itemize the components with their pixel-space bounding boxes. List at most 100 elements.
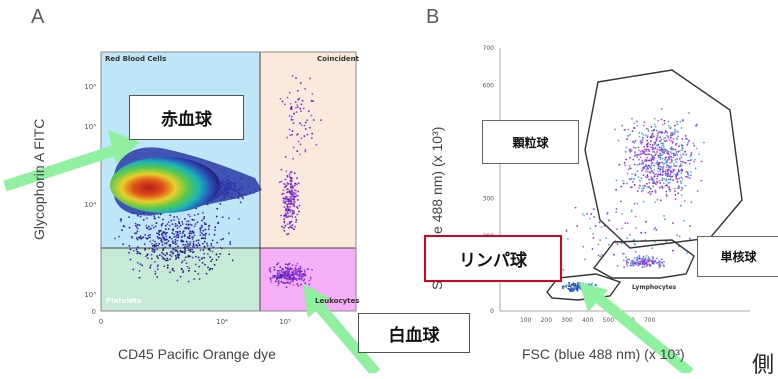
granulocyte-dot: [648, 181, 651, 184]
leukocyte-dot: [309, 278, 312, 280]
scatter-dot: [633, 238, 635, 241]
granulocyte-dot: [666, 160, 668, 163]
platelet-dot: [196, 221, 199, 224]
coincident-dot: [291, 224, 294, 227]
platelet-dot: [128, 226, 131, 229]
platelet-dot: [204, 223, 206, 226]
granulocyte-dot: [621, 124, 624, 127]
granulocyte-dot: [677, 185, 680, 188]
granulocyte-dot: [645, 163, 648, 166]
platelet-dot: [149, 267, 152, 269]
platelet-dot: [179, 230, 181, 233]
platelet-dot: [165, 252, 168, 254]
platelet-dot: [199, 231, 202, 233]
coincident-dot: [294, 216, 297, 219]
coincident-dot: [294, 200, 296, 203]
platelet-dot: [134, 222, 137, 225]
leukocyte-dot: [288, 272, 291, 274]
platelet-dot: [207, 248, 210, 251]
sparse-dot: [290, 108, 293, 111]
leukocyte-dot: [284, 272, 286, 275]
granulocyte-dot: [641, 138, 644, 141]
coincident-dot: [285, 170, 288, 173]
granulocyte-dot: [680, 172, 683, 175]
granulocyte-dot: [683, 200, 686, 202]
granulocyte-dot: [632, 181, 634, 183]
platelet-dot: [172, 242, 174, 244]
monocyte-dot: [660, 258, 663, 261]
platelet-dot: [158, 254, 161, 256]
platelet-dot: [150, 264, 152, 267]
leukocyte-dot: [298, 275, 301, 278]
platelet-dot: [202, 234, 205, 236]
sparse-dot: [297, 98, 299, 101]
coincident-dot: [289, 196, 291, 198]
granulocyte-dot: [638, 153, 641, 156]
lymphocyte-dot: [578, 287, 580, 290]
coincident-dot: [294, 184, 296, 187]
scatter-dot: [651, 247, 654, 250]
granulocyte-dot: [660, 199, 662, 202]
leukocyte-dot: [293, 276, 295, 279]
granulocyte-dot: [661, 171, 664, 174]
scatter-dot: [620, 200, 622, 203]
panel-b-x-tick: 700: [644, 317, 656, 324]
coincident-dot: [286, 223, 289, 226]
granulocyte-dot: [627, 135, 629, 137]
granulocyte-dot: [667, 178, 670, 181]
platelet-dot: [191, 256, 194, 259]
granulocyte-dot: [679, 165, 681, 168]
coincident-dot: [292, 198, 294, 201]
granulocyte-dot: [674, 128, 676, 131]
granulocyte-dot: [661, 185, 664, 188]
platelet-dot: [164, 233, 167, 236]
coincident-dot: [282, 199, 285, 202]
platelet-dot: [142, 236, 145, 239]
granulocyte-dot: [625, 158, 628, 161]
granulocyte-dot: [682, 160, 684, 163]
coincident-dot: [283, 218, 285, 221]
monocyte-dot: [659, 260, 662, 263]
platelet-dot: [143, 243, 146, 246]
granulocyte-dot: [687, 112, 690, 114]
coincident-dot: [283, 214, 286, 217]
platelet-dot: [150, 257, 153, 260]
coincident-dot: [296, 213, 299, 216]
granulocyte-dot: [651, 161, 654, 164]
coincident-dot: [286, 200, 289, 202]
coincident-dot: [289, 209, 292, 212]
platelet-dot: [171, 240, 174, 243]
granulocyte-dot: [636, 154, 639, 157]
coincident-dot: [282, 201, 285, 204]
granulocyte-dot: [647, 178, 650, 181]
granulocyte-dot: [627, 168, 630, 171]
monocyte-dot: [638, 256, 641, 258]
platelet-dot: [217, 256, 220, 258]
scatter-dot: [616, 243, 619, 246]
platelet-dot: [189, 250, 192, 253]
scatter-dot: [594, 225, 597, 227]
coincident-dot: [297, 182, 300, 185]
platelet-dot: [161, 251, 163, 254]
granulocyte-dot: [678, 145, 680, 148]
granulocyte-dot: [641, 159, 644, 162]
platelet-dot: [181, 223, 184, 225]
platelet-dot: [136, 226, 138, 229]
granulocyte-dot: [644, 148, 646, 151]
granulocyte-dot: [645, 150, 648, 153]
monocyte-dot: [631, 263, 634, 266]
coincident-dot: [293, 192, 296, 195]
sparse-dot: [308, 110, 310, 112]
coincident-dot: [281, 225, 283, 228]
scatter-dot: [678, 235, 681, 238]
granulocyte-dot: [648, 153, 651, 156]
leukocyte-dot: [280, 269, 283, 272]
granulocyte-dot: [687, 174, 690, 176]
platelet-dot: [178, 221, 180, 223]
platelet-dot: [167, 228, 170, 230]
scatter-dot: [642, 200, 645, 203]
platelet-dot: [208, 233, 211, 236]
granulocyte-dot: [661, 177, 664, 180]
platelet-dot: [166, 241, 169, 244]
sparse-dot: [294, 101, 297, 103]
